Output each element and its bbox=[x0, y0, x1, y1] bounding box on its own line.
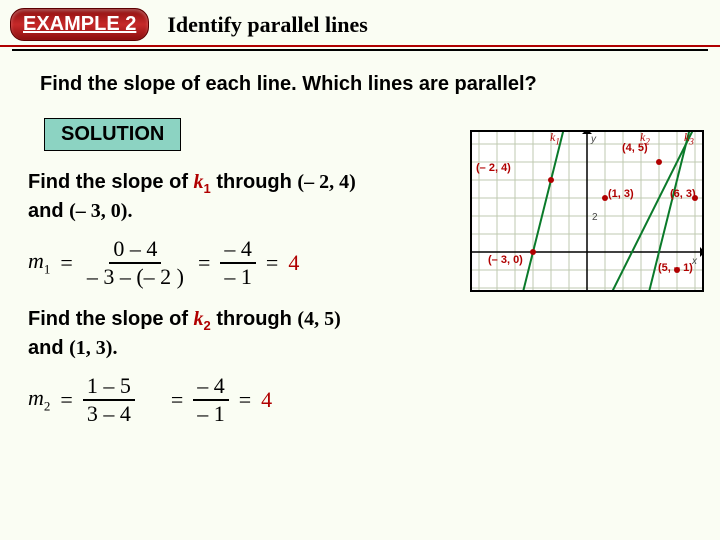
question-text: Find the slope of each line. Which lines… bbox=[40, 73, 680, 96]
frac1b-den: – 1 bbox=[220, 264, 256, 288]
frac1b-num: – 4 bbox=[220, 238, 256, 264]
step2-prefix: Find the slope of bbox=[28, 308, 194, 330]
step2-mid2: and bbox=[28, 337, 69, 359]
graph-point-label: (– 2, 4) bbox=[476, 162, 511, 174]
result1: 4 bbox=[288, 250, 299, 276]
k2-sub: 2 bbox=[204, 318, 211, 333]
step2-ptA: (4, 5) bbox=[297, 308, 340, 330]
frac2a: 1 – 5 3 – 4 bbox=[83, 375, 135, 425]
equation-2: m2 = 1 – 5 3 – 4 = – 4 – 1 = 4 bbox=[28, 375, 720, 425]
frac1a: 0 – 4 – 3 – (– 2 ) bbox=[83, 238, 188, 288]
graph-line-label: k1 bbox=[550, 130, 560, 146]
red-rule bbox=[0, 45, 720, 47]
step2-ptB: (1, 3). bbox=[69, 337, 117, 359]
header: EXAMPLE 2 Identify parallel lines bbox=[0, 0, 720, 41]
frac2b: – 4 – 1 bbox=[193, 375, 229, 425]
example-badge: EXAMPLE 2 bbox=[10, 8, 149, 41]
eq2c: = bbox=[239, 387, 251, 413]
step1-prefix: Find the slope of bbox=[28, 171, 194, 193]
frac2a-num: 1 – 5 bbox=[83, 375, 135, 401]
m1-var: m bbox=[28, 248, 44, 273]
coordinate-graph: (– 2, 4)(– 3, 0)(4, 5)(1, 3)(6, 3)(5, – … bbox=[470, 130, 704, 292]
step1-mid: through bbox=[211, 171, 298, 193]
frac2a-den: 3 – 4 bbox=[83, 401, 135, 425]
graph-point-label: (6, 3) bbox=[670, 188, 696, 200]
eq1c: = bbox=[266, 250, 278, 276]
y-axis-label: y bbox=[591, 134, 596, 145]
frac1b: – 4 – 1 bbox=[220, 238, 256, 288]
step2-text: Find the slope of k2 through (4, 5) and … bbox=[28, 306, 438, 361]
m1-sub: 1 bbox=[44, 262, 51, 277]
x-axis-label: x bbox=[692, 256, 697, 267]
step1-ptA: (– 2, 4) bbox=[297, 171, 355, 193]
graph-line-label: k2 bbox=[640, 130, 650, 146]
k1-sub: 1 bbox=[204, 181, 211, 196]
step1-text: Find the slope of k1 through (– 2, 4) an… bbox=[28, 169, 438, 224]
m2-sub: 2 bbox=[44, 398, 51, 413]
solution-label: SOLUTION bbox=[44, 118, 181, 151]
header-title: Identify parallel lines bbox=[167, 12, 367, 38]
frac2b-den: – 1 bbox=[193, 401, 229, 425]
graph-point-label: (5, – 1) bbox=[658, 262, 693, 274]
frac1a-num: 0 – 4 bbox=[109, 238, 161, 264]
eq1b: = bbox=[198, 250, 210, 276]
frac1a-den: – 3 – (– 2 ) bbox=[83, 264, 188, 288]
graph-point-label: (– 3, 0) bbox=[488, 254, 523, 266]
step2-mid: through bbox=[211, 308, 298, 330]
graph-point-label: (1, 3) bbox=[608, 188, 634, 200]
step1-ptB: (– 3, 0). bbox=[69, 200, 132, 222]
m2-var: m bbox=[28, 385, 44, 410]
eq1a: = bbox=[60, 250, 72, 276]
graph-tick-label: 2 bbox=[592, 212, 598, 223]
eq2b: = bbox=[171, 387, 183, 413]
black-rule bbox=[12, 49, 708, 51]
k1-var: k bbox=[194, 171, 204, 193]
graph-line-label: k3 bbox=[684, 130, 694, 146]
eq2a: = bbox=[60, 387, 72, 413]
result2: 4 bbox=[261, 387, 272, 413]
frac2b-num: – 4 bbox=[193, 375, 229, 401]
step1-mid2: and bbox=[28, 200, 69, 222]
k2-var: k bbox=[194, 308, 204, 330]
